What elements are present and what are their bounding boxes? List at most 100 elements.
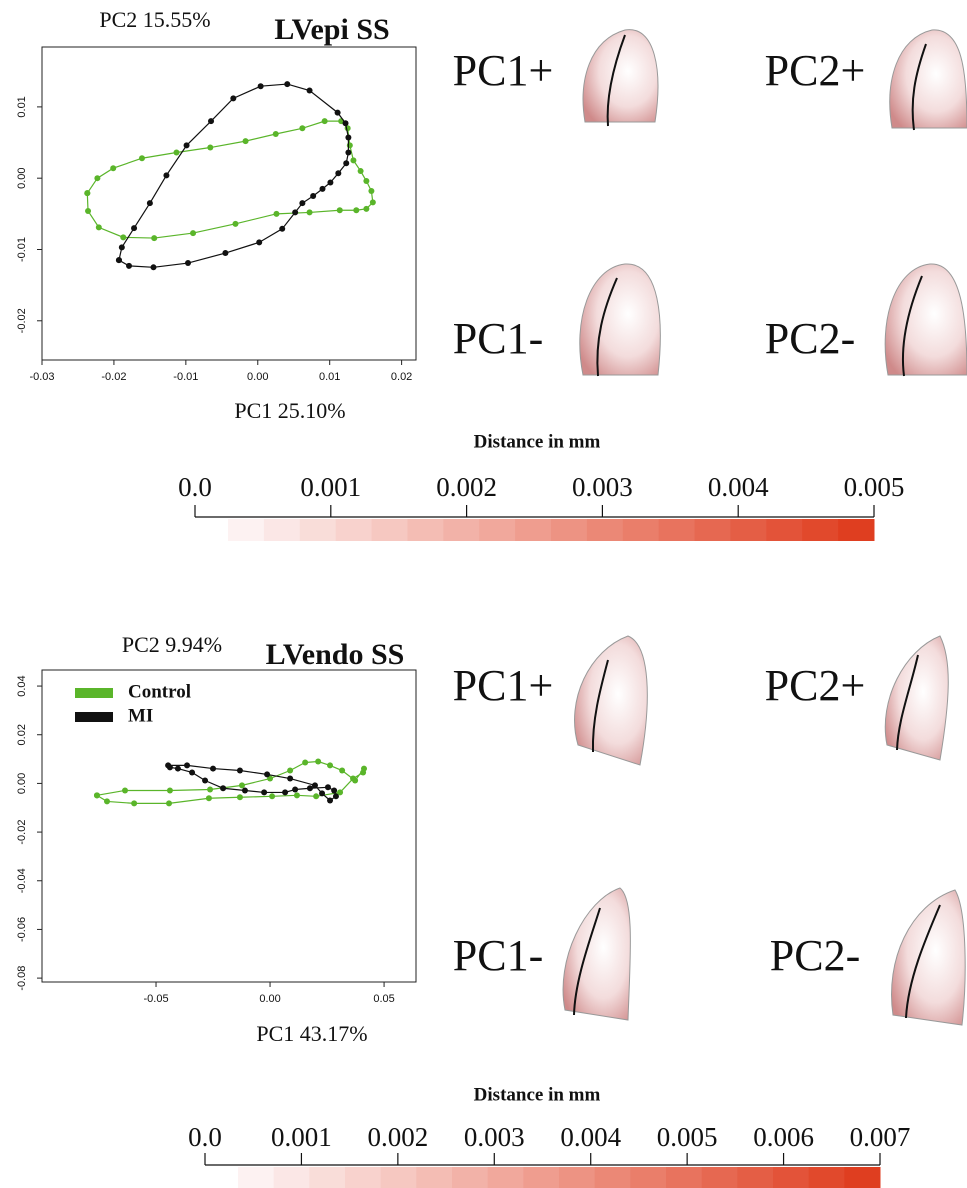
point xyxy=(95,224,102,231)
heart-shape xyxy=(562,887,631,1021)
point xyxy=(190,230,197,237)
point xyxy=(319,790,326,797)
colorbar-step xyxy=(594,1167,631,1188)
y-tick-label: -0.02 xyxy=(16,308,28,333)
colorbar-step xyxy=(380,1167,417,1188)
colorbar-tick-label: 0.003 xyxy=(572,472,633,502)
point xyxy=(222,250,229,257)
point xyxy=(269,793,276,800)
legend-label: Control xyxy=(128,681,191,702)
point xyxy=(242,138,249,145)
point xyxy=(220,785,227,792)
point xyxy=(207,786,214,793)
point xyxy=(257,83,264,90)
colorbar-step xyxy=(238,1167,275,1188)
x-tick-label: -0.05 xyxy=(143,993,168,1005)
point xyxy=(256,239,263,246)
point xyxy=(122,787,129,794)
point xyxy=(363,205,370,212)
point xyxy=(151,235,158,242)
point xyxy=(361,765,368,772)
point xyxy=(339,767,346,774)
point xyxy=(205,795,212,802)
point xyxy=(332,793,339,800)
point xyxy=(126,262,133,269)
shapes xyxy=(562,29,967,1026)
point xyxy=(345,149,352,156)
colorbar-step xyxy=(263,519,301,541)
point xyxy=(352,777,359,784)
point xyxy=(313,793,320,800)
point xyxy=(146,200,153,207)
point xyxy=(166,764,173,771)
plot-frame xyxy=(41,669,417,983)
y-tick-label: 0.02 xyxy=(16,724,28,745)
shape-label: PC2+ xyxy=(765,661,866,710)
contour xyxy=(901,275,923,377)
point xyxy=(118,244,125,251)
colorbar-step xyxy=(228,519,265,541)
colorbar-title: Distance in mm xyxy=(474,431,601,452)
contour xyxy=(573,907,601,1016)
colorbar-step xyxy=(309,1167,346,1188)
colorbar-tick-label: 0.006 xyxy=(753,1122,814,1152)
colorbar-step xyxy=(622,519,660,541)
point xyxy=(94,175,101,182)
legend-swatch xyxy=(75,712,113,722)
y-tick-label: 0.04 xyxy=(16,675,28,696)
colorbar-step xyxy=(551,519,588,541)
point xyxy=(311,782,318,789)
x-tick-label: -0.01 xyxy=(173,371,198,383)
colorbar-step xyxy=(416,1167,453,1188)
point xyxy=(166,800,173,807)
point xyxy=(241,787,248,794)
colorbar-step xyxy=(523,1167,560,1188)
point xyxy=(306,209,313,216)
y-tick-label: -0.01 xyxy=(16,237,28,262)
y-tick-label: -0.08 xyxy=(16,966,28,991)
chart-title: LVepi SS xyxy=(274,13,389,46)
y-tick-label: -0.06 xyxy=(16,917,28,942)
contour xyxy=(591,659,609,753)
colorbar-tick-label: 0.002 xyxy=(436,472,497,502)
legend-label: MI xyxy=(128,705,153,726)
point xyxy=(202,777,209,784)
point xyxy=(306,87,313,94)
point xyxy=(321,118,328,125)
colorbar-step xyxy=(586,519,624,541)
point xyxy=(324,784,331,791)
colorbar-step xyxy=(299,519,337,541)
point xyxy=(103,798,110,805)
shape-lines xyxy=(573,34,941,1019)
colorbar-step xyxy=(452,1167,489,1188)
point xyxy=(93,792,100,799)
colorbar-step xyxy=(838,519,875,541)
point xyxy=(273,210,280,217)
x-tick-label: 0.02 xyxy=(391,371,412,383)
colorbar-tick-label: 0.005 xyxy=(657,1122,718,1152)
colorbar-step xyxy=(479,519,516,541)
point xyxy=(292,209,299,216)
point xyxy=(185,260,192,267)
point xyxy=(110,165,117,172)
point xyxy=(345,134,352,141)
heart-shape xyxy=(884,635,949,761)
point xyxy=(315,758,322,765)
y-tick-label: -0.02 xyxy=(16,820,28,845)
point xyxy=(131,800,138,807)
colorbar-title: Distance in mm xyxy=(474,1084,601,1105)
colorbar-step xyxy=(658,519,696,541)
plot-frame xyxy=(41,46,417,361)
point xyxy=(131,225,138,232)
shape-label: PC1- xyxy=(453,314,543,363)
x-axis-label: PC1 25.10% xyxy=(234,398,345,423)
point xyxy=(272,130,279,137)
contour xyxy=(905,904,941,1019)
legend-swatch xyxy=(75,688,113,698)
point xyxy=(287,767,294,774)
point xyxy=(166,787,173,794)
point xyxy=(310,193,317,200)
point xyxy=(336,207,343,214)
series-line xyxy=(96,760,365,804)
